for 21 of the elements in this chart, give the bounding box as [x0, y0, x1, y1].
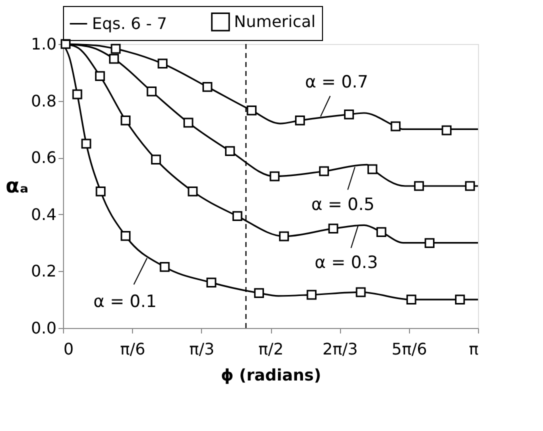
- annotation: α = 0.1: [93, 292, 157, 312]
- x-tick-label: 2π/3: [322, 340, 358, 358]
- legend-label: Numerical: [234, 12, 316, 31]
- x-tick-label: π/2: [258, 340, 284, 358]
- x-tick-label: 5π/6: [392, 340, 428, 358]
- annotation: α = 0.3: [314, 253, 378, 274]
- annotation: α = 0.7: [304, 72, 368, 92]
- y-tick-label: 1.0: [31, 34, 56, 54]
- x-axis-title: ϕ (radians): [220, 366, 322, 384]
- legend-label: Eqs. 6 - 7: [92, 14, 168, 33]
- annotation: α = 0.5: [311, 194, 375, 215]
- x-tick-label: 0: [64, 340, 74, 358]
- x-tick-label: π/6: [120, 340, 146, 358]
- y-tick-label: 0.0: [31, 318, 56, 338]
- y-tick-label: 0.4: [31, 204, 56, 224]
- y-tick-label: 0.2: [31, 262, 56, 281]
- x-tick-label: π: [468, 340, 479, 358]
- y-tick-label: 0.8: [31, 91, 56, 110]
- y-axis-title: αₐ: [6, 174, 28, 198]
- x-tick-label: π/3: [189, 340, 214, 358]
- y-tick-label: 0.6: [31, 148, 56, 168]
